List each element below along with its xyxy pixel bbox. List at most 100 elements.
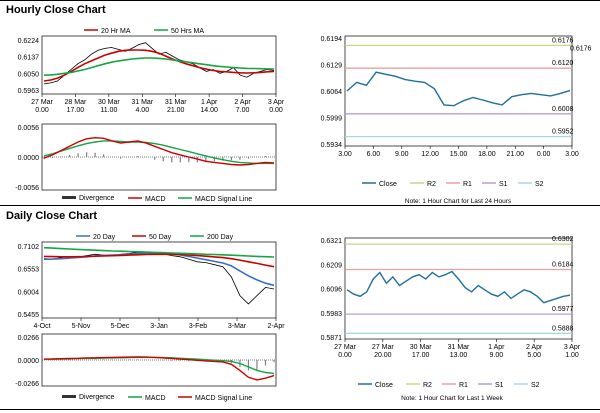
hourly-price-xtick-time: 14.00 <box>200 107 218 114</box>
hourly-price-series-20-hr-ma <box>43 49 275 82</box>
hourly-price-xtick-date: 2 Apr <box>234 99 251 106</box>
hourly-legend-divergence-swatch <box>62 196 76 199</box>
daily-legend-signal-label: MACD Signal Line <box>195 395 252 402</box>
daily-price-ytick: 0.5455 <box>18 312 40 319</box>
daily-legend-20day-label: 20 Day <box>93 234 116 241</box>
hourly-macd-macd-line <box>43 136 275 166</box>
daily-macd-macd-line <box>43 356 275 381</box>
hourly-price-ytick: 0.6137 <box>18 55 40 62</box>
daily-price-series-200-day <box>43 246 275 258</box>
dailyweek-xtick-time: 0.00 <box>338 352 352 359</box>
hourly24-level-label-r1: 0.6120 <box>552 60 574 67</box>
hourly24-legend-close-label: Close <box>379 181 397 188</box>
section-divider <box>0 205 600 206</box>
daily-price-xtick-label: 5-Dec <box>111 323 130 330</box>
dailyweek-ytick: 0.6096 <box>321 287 343 294</box>
daily-price-ytick: 0.6004 <box>18 289 40 296</box>
hourly24-ytick: 0.6129 <box>321 63 343 70</box>
hourly24-xtick-label: 3.00 <box>338 151 352 158</box>
dailyweek-ytick: 0.6209 <box>321 262 343 269</box>
hourly-macd-ytick: 0.0000 <box>18 155 40 162</box>
hourly-price-series-50-hrs-ma <box>43 57 275 76</box>
hourly24-xtick-label: 3.00 <box>565 151 579 158</box>
dailyweek-ytick: 0.5983 <box>321 311 343 318</box>
daily-price-xtick-label: 4-Oct <box>33 323 50 330</box>
hourly24-level-label-r2: 0.6176 <box>570 45 592 52</box>
hourly24-ytick: 0.5934 <box>321 142 343 149</box>
hourly-price-ytick: 0.6050 <box>18 71 40 78</box>
hourly-price-xtick-date: 3 Apr <box>268 99 285 106</box>
hourly24-ytick: 0.5999 <box>321 116 343 123</box>
hourly-price-frame <box>41 35 277 95</box>
dailyweek-xtick-date: 31 Mar <box>448 344 470 351</box>
dailyweek-ytick: 0.5871 <box>321 335 343 342</box>
hourly-price-xtick-date: 27 Mar <box>31 99 53 106</box>
hourly-legend-divergence-label: Divergence <box>79 195 115 202</box>
dailyweek-xtick-time: 20.00 <box>374 352 392 359</box>
hourly-price-xtick-date: 28 Mar <box>65 99 87 106</box>
dailyweek-level-label-s1: 0.5977 <box>552 306 574 313</box>
dailyweek-ytick: 0.6321 <box>321 238 343 245</box>
hourly-price-series-close <box>43 42 275 85</box>
hourly24-xtick-label: 0.00 <box>537 151 551 158</box>
hourly24-xtick-label: 21.00 <box>506 151 524 158</box>
hourly-macd-ytick: 0.0056 <box>18 125 40 132</box>
daily-price-ytick: 0.6553 <box>18 267 40 274</box>
bottom-rule <box>0 409 600 410</box>
dailyweek-legend-r1-label: R1 <box>459 382 468 389</box>
hourly24-legend-s1-label: S1 <box>499 181 508 188</box>
dailyweek-level-label-r1: 0.6184 <box>552 262 574 269</box>
hourly24-note: Note: 1 Hour Chart for Last 24 Hours <box>405 198 512 205</box>
hourly24-xtick-label: 9.00 <box>395 151 409 158</box>
dailyweek-level-label-s2: 0.5888 <box>552 325 574 332</box>
dailyweek-xtick-date: 30 Mar <box>410 344 432 351</box>
hourly-price-xtick-date: 31 Mar <box>165 99 187 106</box>
hourly-price-xtick-time: 21.00 <box>167 107 185 114</box>
daily-legend-200day-label: 200 Day <box>207 234 234 241</box>
daily-price-series-50-day <box>43 253 275 268</box>
hourly-price-xtick-time: 11.00 <box>100 107 117 114</box>
hourly-price-xtick-date: 1 Apr <box>201 99 218 106</box>
daily-macd-ytick: 0.0266 <box>18 335 40 342</box>
dailyweek-xtick-time: 13.00 <box>450 352 468 359</box>
hourly-legend-20hr-ma-label: 20 Hr MA <box>101 28 131 35</box>
daily-legend-divergence-swatch <box>62 395 76 398</box>
daily-legend-50day-label: 50 Day <box>149 234 172 241</box>
hourly24-close-line <box>346 71 571 107</box>
hourly-price-xtick-date: 31 Mar <box>131 99 153 106</box>
dailyweek-legend-r2-label: R2 <box>423 382 432 389</box>
dailyweek-xtick-time: 17.00 <box>412 352 430 359</box>
hourly24-legend-r1-label: R1 <box>463 181 472 188</box>
dailyweek-legend-s2-label: S2 <box>531 382 540 389</box>
dailyweek-xtick-date: 2 Apr <box>526 344 543 351</box>
daily-legend-divergence-label: Divergence <box>79 394 115 401</box>
daily-price-xtick-label: 5-Nov <box>72 323 91 330</box>
hourly24-xtick-label: 12.00 <box>421 151 439 158</box>
dailyweek-legend-close-label: Close <box>375 382 393 389</box>
daily-legend-macd-label: MACD <box>145 395 166 402</box>
hourly24-xtick-label: 6.00 <box>367 151 381 158</box>
daily-price-xtick-label: 2-Apr <box>267 323 285 330</box>
dailyweek-xtick-time: 9.00 <box>490 352 504 359</box>
daily-section-title: Daily Close Chart <box>6 210 98 222</box>
hourly-price-ytick: 0.6224 <box>18 38 40 45</box>
top-rule <box>0 0 600 1</box>
hourly-section-title: Hourly Close Chart <box>6 4 106 16</box>
dailyweek-xtick-date: 27 Mar <box>334 344 356 351</box>
hourly-price-xtick-time: 0.00 <box>269 107 283 114</box>
hourly-price-xtick-time: 7.00 <box>236 107 250 114</box>
hourly24-frame <box>344 35 573 147</box>
hourly24-ytick: 0.6194 <box>321 36 343 43</box>
hourly-price-ytick: 0.5963 <box>18 88 40 95</box>
dailyweek-note: Note: 1 Hour Chart for Last 1 Week <box>401 395 504 402</box>
hourly-price-xtick-date: 30 Mar <box>98 99 120 106</box>
daily-price-xtick-label: 3-Jan <box>150 323 168 330</box>
dailyweek-xtick-date: 3 Apr <box>564 344 581 351</box>
hourly24-level-label-r2: 0.6176 <box>552 37 574 44</box>
hourly-macd-ytick: -0.0056 <box>15 185 39 192</box>
daily-macd-ytick: -0.0266 <box>15 381 39 388</box>
hourly-macd-signal-line <box>43 140 274 165</box>
daily-price-xtick-label: 3-Feb <box>189 323 207 330</box>
daily-price-series-20-day <box>43 252 275 287</box>
